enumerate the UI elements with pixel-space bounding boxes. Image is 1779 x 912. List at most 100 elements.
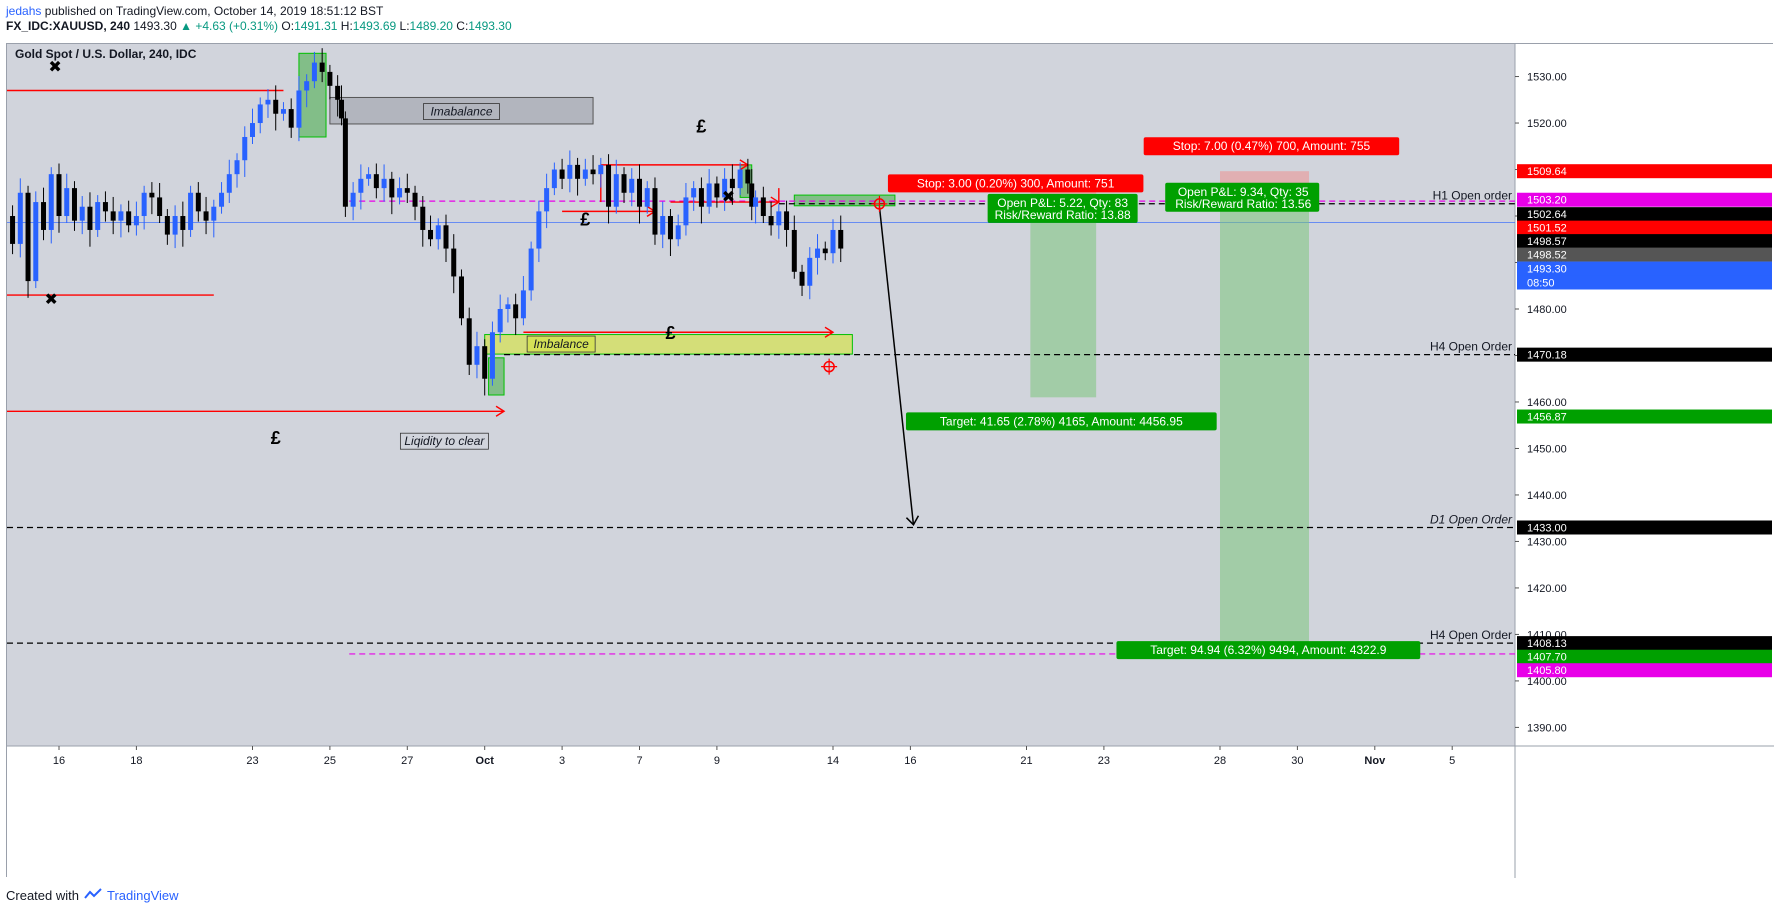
candle-body xyxy=(667,216,673,240)
candle-body xyxy=(273,99,279,114)
price-tag: 1456.87 xyxy=(1527,412,1567,424)
candle-body xyxy=(265,99,271,105)
imbalance-top-label-box xyxy=(423,103,500,120)
x-tick-label: 9 xyxy=(714,755,720,767)
x-tick-label: 25 xyxy=(324,755,336,767)
candle-body xyxy=(435,225,441,240)
candle-body xyxy=(575,164,581,179)
candle-body xyxy=(815,248,821,258)
candle-body xyxy=(397,188,403,198)
x-tick-label: 21 xyxy=(1020,755,1032,767)
author-link[interactable]: jedahs xyxy=(6,4,42,18)
chart-panel[interactable]: Gold Spot / U.S. Dollar, 240, IDC 1390.00… xyxy=(6,43,1774,878)
position-1-target-label: Target: 41.65 (2.78%) 4165, Amount: 4456… xyxy=(940,414,1183,428)
candle-body xyxy=(451,248,457,277)
arrow-head-icon xyxy=(495,405,506,417)
candle-body xyxy=(350,192,356,207)
position-2-stop-label-bg xyxy=(1143,137,1400,156)
price-tag: 1498.57 xyxy=(1527,236,1567,248)
candle-body xyxy=(799,271,805,286)
position-1-rr-label: Risk/Reward Ratio: 13.88 xyxy=(995,208,1131,222)
candle-body xyxy=(629,178,635,193)
price-chart[interactable]: Gold Spot / U.S. Dollar, 240, IDC 1390.00… xyxy=(7,44,1774,878)
chart-title: Gold Spot / U.S. Dollar, 240, IDC xyxy=(15,47,197,61)
pound-sign: £ xyxy=(580,209,590,229)
cross-icon: ✖ xyxy=(48,59,61,76)
candle-body xyxy=(188,192,194,230)
candle-body xyxy=(126,211,132,226)
candle-body xyxy=(296,90,302,128)
candle-body xyxy=(706,183,712,207)
candle-body xyxy=(288,109,294,128)
candle-body xyxy=(520,290,526,319)
candle-body xyxy=(737,169,743,189)
price-tag-bg xyxy=(1517,207,1772,222)
pound-sign: £ xyxy=(665,323,675,343)
candle-body xyxy=(339,99,345,119)
tradingview-link[interactable]: TradingView xyxy=(106,888,179,903)
candle-body xyxy=(729,178,735,189)
candle-body xyxy=(373,174,379,189)
x-tick-label: 7 xyxy=(636,755,642,767)
x-tick-label: 14 xyxy=(827,755,839,767)
pound-sign: £ xyxy=(696,116,706,136)
created-with-label: Created with xyxy=(6,888,79,903)
candle-body xyxy=(776,211,782,226)
position-2-target-label-bg xyxy=(1116,641,1421,660)
chart-header: jedahs published on TradingView.com, Oct… xyxy=(6,4,512,34)
candle-body xyxy=(660,216,666,235)
imbalance-bottom-label: Imbalance xyxy=(533,337,589,351)
candle-body xyxy=(807,257,813,286)
tradingview-logo-icon xyxy=(83,888,103,903)
y-tick-label: 1480.00 xyxy=(1527,304,1567,316)
price-tag-bg xyxy=(1517,164,1772,179)
price-tag: 1498.52 xyxy=(1527,250,1567,262)
x-tick-label: 23 xyxy=(246,755,258,767)
projection-arrow-line xyxy=(878,206,915,525)
price-change: ▲ +4.63 (+0.31%) xyxy=(180,19,279,33)
price-tag-bg xyxy=(1517,192,1772,207)
y-tick-label: 1400.00 xyxy=(1527,676,1567,688)
candle-body xyxy=(319,62,325,72)
candle-body xyxy=(683,197,689,226)
candle-body xyxy=(745,169,751,184)
price-tag: 1405.80 xyxy=(1527,665,1567,677)
price-axis-background xyxy=(1515,44,1774,878)
candle-body xyxy=(559,169,565,179)
high-value: 1493.69 xyxy=(352,19,397,33)
candle-body xyxy=(768,216,774,226)
candle-body xyxy=(749,183,755,207)
x-tick-label: 5 xyxy=(1449,755,1455,767)
candle-body xyxy=(458,276,464,319)
candle-body xyxy=(203,211,209,221)
candle-body xyxy=(675,225,681,240)
candle-body xyxy=(211,206,217,221)
level-label: H4 Open Order xyxy=(1430,340,1512,354)
y-tick-label: 1460.00 xyxy=(1527,397,1567,409)
candle-body xyxy=(250,123,255,137)
candle-body xyxy=(753,197,759,207)
position-2-stop-label: Stop: 7.00 (0.47%) 700, Amount: 755 xyxy=(1173,139,1371,153)
crosshair-lines xyxy=(821,358,838,375)
position-1-pnl-label: Open P&L: 5.22, Qty: 83 xyxy=(997,196,1128,210)
position-2-target-zone xyxy=(1220,203,1310,644)
position-2-rr-label: Risk/Reward Ratio: 13.56 xyxy=(1175,197,1311,211)
price-tag-bg xyxy=(1517,261,1772,276)
price-tag: 1408.13 xyxy=(1527,638,1567,650)
close-label: C: xyxy=(456,19,469,33)
low-label: L: xyxy=(399,19,410,33)
x-tick-label: 16 xyxy=(904,755,916,767)
symbol-line: FX_IDC:XAUUSD, 240 1493.30 ▲ +4.63 (+0.3… xyxy=(6,19,512,34)
projection-arrow-head-icon xyxy=(905,515,920,526)
candle-body xyxy=(25,192,31,282)
candle-body xyxy=(420,206,426,230)
footer: Created with TradingView xyxy=(6,888,179,903)
candle-body xyxy=(544,188,550,212)
candle-body xyxy=(358,178,364,193)
candle-body xyxy=(598,164,604,175)
x-tick-label: 3 xyxy=(559,755,565,767)
close-value: 1493.30 xyxy=(468,19,512,33)
candle-body xyxy=(637,178,642,207)
candle-body xyxy=(149,192,155,198)
candle-body xyxy=(838,229,844,249)
